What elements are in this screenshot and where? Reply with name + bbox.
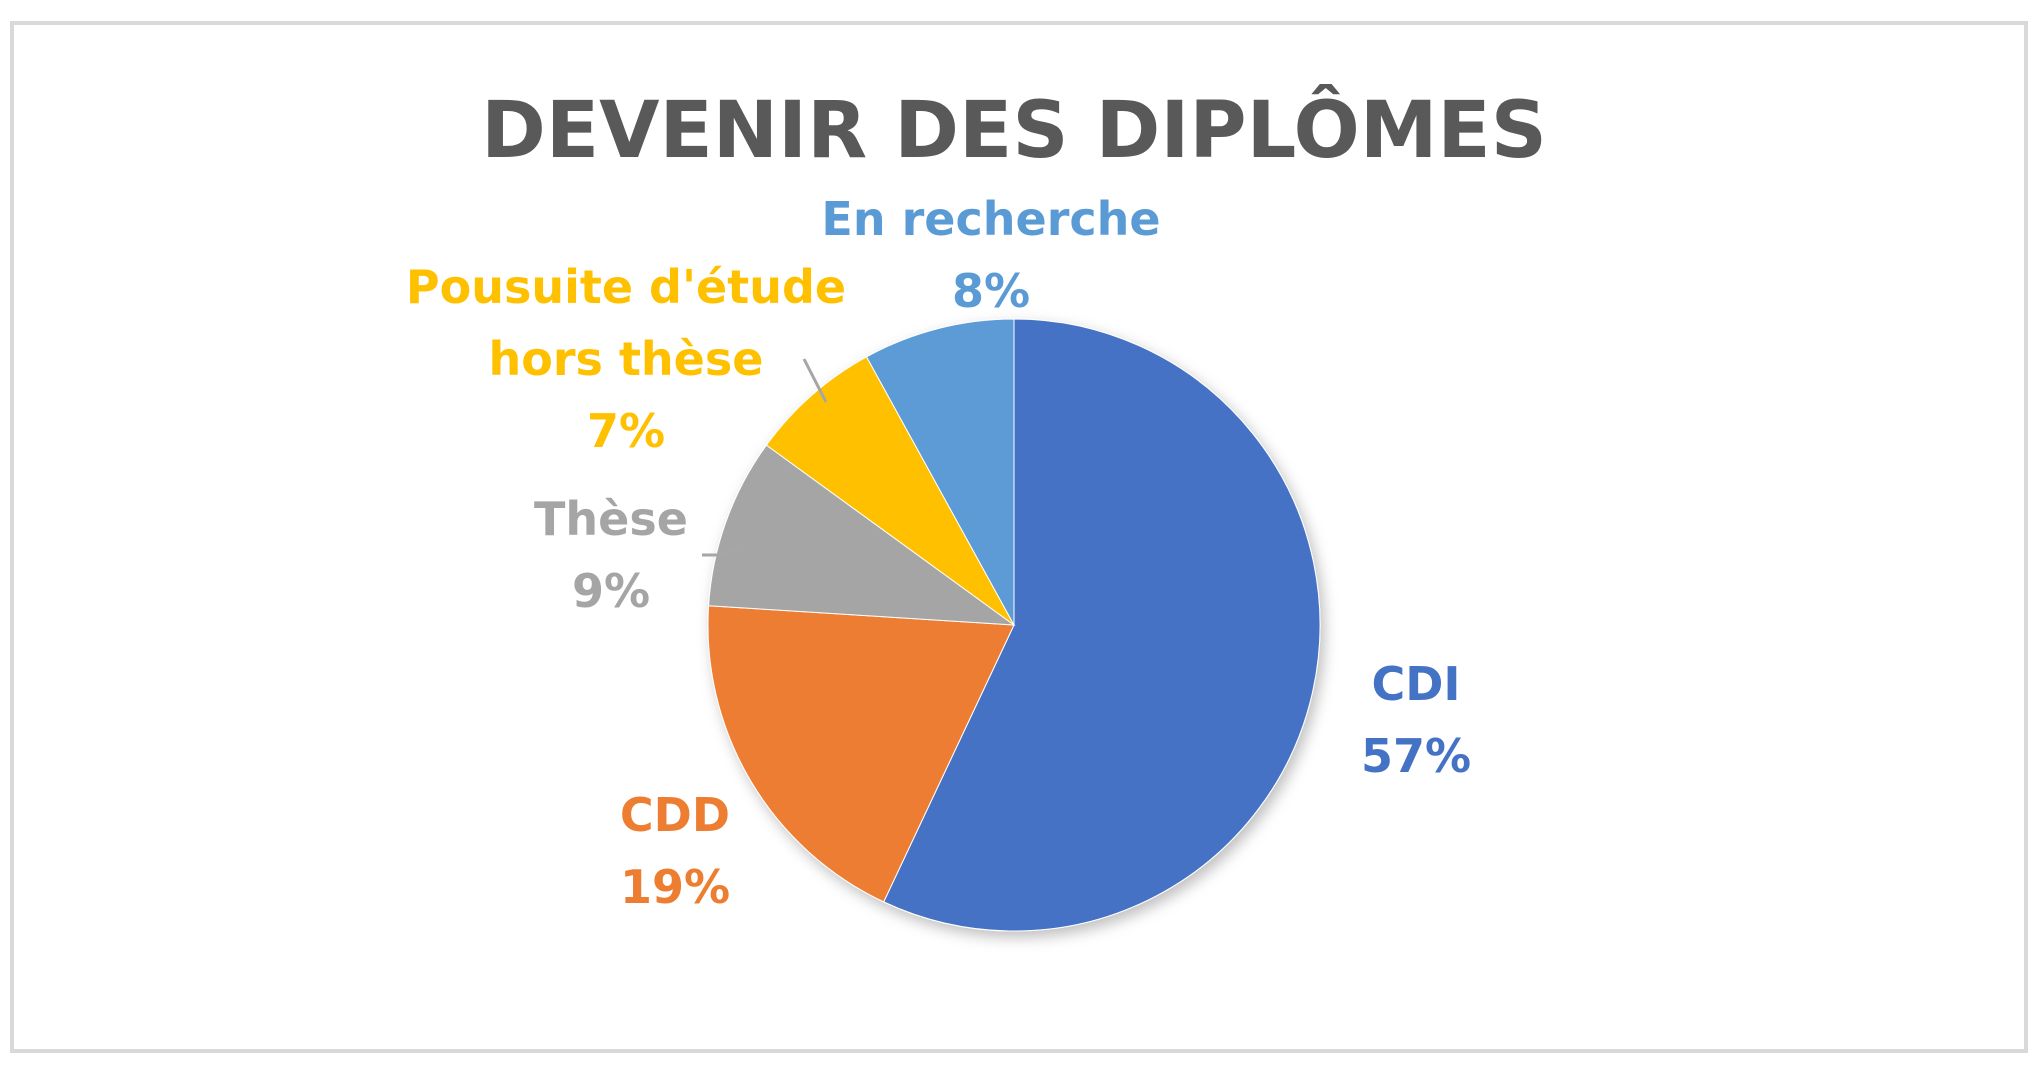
data-labels: CDI 57% CDD 19% Thèse 9% Pousuite d'étude hors …: [406, 192, 1471, 914]
data-label-cdi: CDI 57%: [1361, 657, 1471, 783]
leader-lines: [702, 358, 828, 557]
pie-chart: DEVENIR DES DIPLÔMES CDI 57% CDD 19% Thèse 9%…: [406, 84, 1547, 932]
pie-slices: [707, 318, 1321, 932]
data-label-pousuite-d-etude-hors-these: Pousuite d'étude hors thèse 7%: [406, 260, 846, 458]
pie-slice-pousuite-d-etude-hors-these: [765, 356, 1015, 626]
leader-line-pousuite-d-etude-hors-these: [802, 358, 828, 403]
pie-slice-en-recherche: [865, 318, 1015, 626]
chart-frame: DEVENIR DES DIPLÔMES CDI 57% CDD 19% Thèse 9%…: [10, 21, 2028, 1053]
pie-slice-these: [708, 444, 1016, 626]
leader-line-these: [702, 545, 741, 557]
data-label-cdd: CDD 19%: [620, 788, 730, 914]
data-label-these: Thèse 9%: [534, 492, 688, 618]
pie-slice-cdi: [883, 318, 1321, 932]
data-label-en-recherche: En recherche 8%: [821, 192, 1160, 318]
pie-slice-cdd: [707, 605, 1015, 903]
chart-title: DEVENIR DES DIPLÔMES: [481, 84, 1547, 176]
